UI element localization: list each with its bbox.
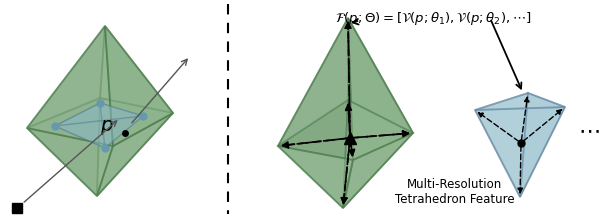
Polygon shape	[97, 98, 173, 196]
Polygon shape	[475, 93, 565, 110]
Polygon shape	[278, 18, 353, 160]
Polygon shape	[27, 26, 113, 146]
Polygon shape	[27, 128, 113, 196]
Polygon shape	[520, 93, 565, 197]
Polygon shape	[105, 26, 173, 146]
Polygon shape	[343, 100, 413, 208]
Polygon shape	[348, 18, 413, 160]
Polygon shape	[55, 103, 105, 148]
Polygon shape	[278, 18, 348, 146]
Text: Multi-Resolution
Tetrahedron Feature: Multi-Resolution Tetrahedron Feature	[395, 178, 515, 206]
Polygon shape	[100, 26, 173, 113]
Polygon shape	[475, 93, 528, 197]
Polygon shape	[348, 18, 413, 133]
Text: $p$: $p$	[100, 118, 113, 137]
Polygon shape	[97, 113, 173, 196]
Polygon shape	[475, 107, 565, 197]
Polygon shape	[100, 103, 143, 148]
Text: $\mathcal{F}(p;\Theta) = [\mathcal{V}(p;\theta_1), \mathcal{V}(p;\theta_2), \cdo: $\mathcal{F}(p;\Theta) = [\mathcal{V}(p;…	[335, 10, 531, 27]
Polygon shape	[27, 98, 100, 196]
Polygon shape	[343, 133, 413, 208]
Polygon shape	[55, 116, 143, 148]
Polygon shape	[278, 146, 353, 208]
Polygon shape	[278, 100, 348, 208]
Polygon shape	[27, 26, 105, 128]
Text: $\cdots$: $\cdots$	[578, 119, 600, 141]
Polygon shape	[55, 103, 143, 126]
